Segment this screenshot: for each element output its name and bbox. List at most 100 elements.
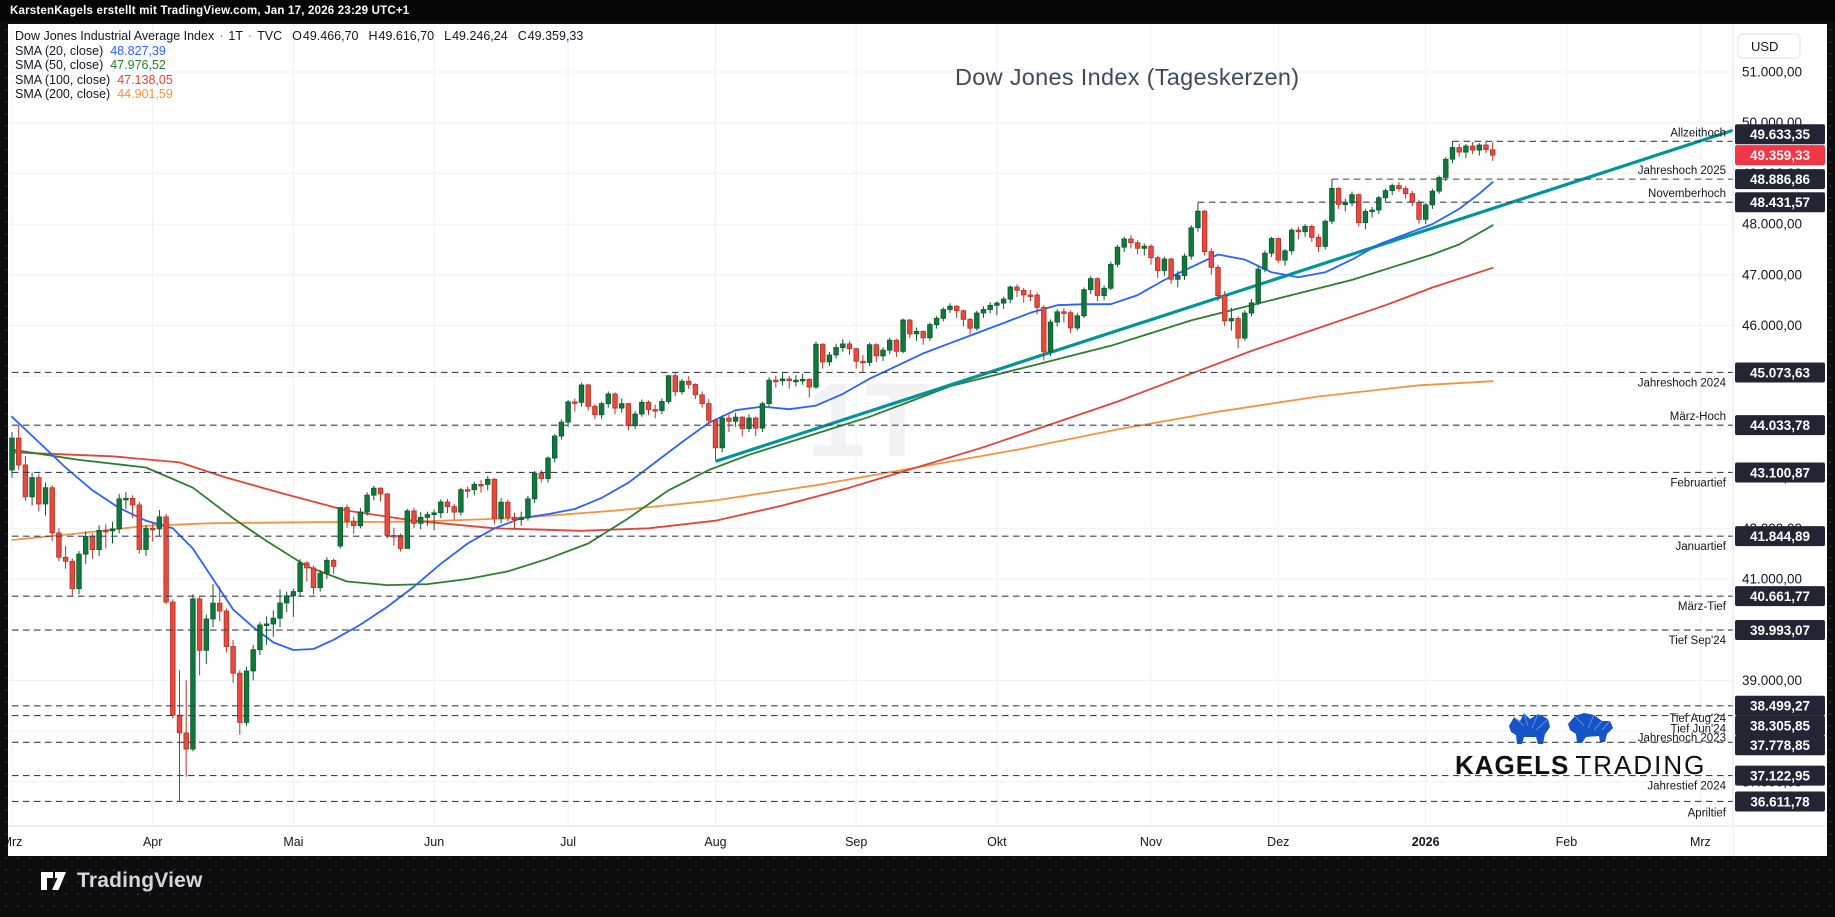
candle-body: [645, 401, 652, 410]
level-label: Apriltief: [1688, 807, 1727, 819]
sma50-label[interactable]: SMA (50, close): [15, 58, 104, 73]
candle-body: [1443, 158, 1449, 178]
sma100-label[interactable]: SMA (100, close): [15, 72, 111, 87]
candle-body: [612, 393, 618, 409]
price-tick: 39.000,00: [1742, 673, 1802, 688]
level-label: Tief Sep'24: [1669, 635, 1727, 647]
candle-body: [773, 379, 779, 383]
symbol-name[interactable]: Dow Jones Industrial Average Index: [15, 29, 215, 43]
sma-20-line: [11, 181, 1494, 651]
candle-body: [933, 317, 940, 325]
level-badge-bg: [1735, 620, 1825, 641]
candle-body: [840, 343, 846, 348]
candle-body: [471, 483, 477, 491]
candle-body: [1309, 226, 1315, 238]
time-axis[interactable]: [8, 826, 1733, 856]
candle-body: [1302, 226, 1308, 233]
candle-body: [1021, 289, 1027, 296]
candle-body: [511, 516, 518, 521]
last-price-badge-bg: [1735, 145, 1825, 166]
chart-card: 1T Allzeithoch Jahreshoch 2025 Novemberhoch…: [8, 24, 1827, 856]
candle-body: [196, 598, 203, 651]
candle-body: [136, 504, 142, 550]
sma-200-line: [11, 380, 1494, 541]
month-label[interactable]: 2026: [1412, 835, 1440, 849]
candle-body: [1215, 266, 1221, 296]
candle-body: [833, 347, 839, 356]
attribution-bar: KarstenKagels erstellt mit TradingView.c…: [0, 0, 1835, 22]
month-label[interactable]: Okt: [987, 835, 1007, 849]
sma200-row: SMA (200, close) 44.901,59: [15, 87, 583, 102]
month-label[interactable]: Sep: [845, 835, 867, 849]
candle-body: [444, 501, 451, 508]
tradingview-logo-icon[interactable]: [40, 869, 67, 893]
candle-body: [980, 309, 987, 314]
candle-body: [270, 617, 276, 625]
candle-body: [1349, 194, 1355, 204]
candle-body: [1416, 201, 1422, 220]
candle-body: [1121, 238, 1127, 248]
candle-body: [1282, 250, 1288, 261]
candle-body: [324, 559, 330, 574]
candle-body: [56, 532, 62, 558]
candle-body: [89, 536, 96, 550]
interval-label[interactable]: 1T: [228, 29, 243, 43]
month-label[interactable]: Mrz: [8, 835, 22, 849]
candle-body: [1081, 289, 1087, 317]
candle-body: [1389, 185, 1395, 192]
candle-body: [1295, 229, 1302, 233]
candle-body: [753, 417, 759, 429]
month-label[interactable]: Nov: [1140, 835, 1163, 849]
candle-body: [1369, 209, 1375, 213]
symbol-legend: Dow Jones Industrial Average Index · 1T · TV…: [15, 29, 583, 102]
level-label: März-Hoch: [1670, 411, 1726, 423]
level-badge: 38.499,27: [1750, 699, 1810, 714]
level-label: Jahreshoch 2023: [1638, 732, 1726, 744]
month-label[interactable]: Apr: [143, 835, 162, 849]
candle-body: [243, 670, 250, 723]
month-label[interactable]: Mai: [283, 835, 303, 849]
chart-canvas[interactable]: 1T Allzeithoch Jahreshoch 2025 Novemberhoch…: [8, 24, 1827, 856]
level-label: Novemberhoch: [1648, 188, 1726, 200]
candle-body: [424, 514, 431, 518]
sma20-value: 48.827,39: [110, 43, 166, 58]
exchange-label: TVC: [257, 29, 283, 43]
month-label[interactable]: Jun: [424, 835, 444, 849]
candle-body: [250, 649, 256, 672]
tradingview-wordmark[interactable]: TradingView: [77, 869, 203, 892]
level-badge: 37.122,95: [1750, 768, 1811, 783]
candle-body: [1061, 311, 1067, 314]
month-label[interactable]: Mrz: [1690, 835, 1711, 849]
candle-body: [505, 501, 511, 518]
currency-button[interactable]: [1737, 33, 1801, 59]
candle-body: [1342, 202, 1348, 206]
bull-icon: [1509, 712, 1550, 744]
candle-body: [1108, 263, 1114, 289]
month-label[interactable]: Aug: [704, 835, 726, 849]
level-badge-bg: [1735, 735, 1825, 756]
candle-body: [317, 572, 323, 589]
month-label[interactable]: Feb: [1556, 835, 1578, 849]
month-label[interactable]: Dez: [1267, 835, 1289, 849]
candle-body: [1007, 286, 1013, 300]
candle-body: [491, 478, 498, 519]
candle-body: [103, 529, 109, 533]
candle-body: [1034, 294, 1040, 308]
sma20-label[interactable]: SMA (20, close): [15, 43, 104, 58]
month-label[interactable]: Jul: [560, 835, 576, 849]
sma20-row: SMA (20, close) 48.827,39: [15, 44, 583, 59]
candle-body: [1041, 306, 1047, 353]
level-badge: 39.993,07: [1750, 623, 1810, 638]
sma200-label[interactable]: SMA (200, close): [15, 87, 111, 102]
candle-body: [1429, 190, 1436, 206]
ohlc-close: C49.359,33: [517, 29, 584, 43]
sma100-value: 47.138,05: [117, 72, 173, 87]
level-badge-bg: [1735, 791, 1825, 812]
level-badge-bg: [1735, 586, 1825, 607]
candle-body: [1449, 147, 1456, 160]
candle-body: [1175, 275, 1181, 280]
candle-body: [913, 331, 920, 335]
candle-body: [257, 624, 263, 651]
candle-body: [1268, 238, 1275, 254]
